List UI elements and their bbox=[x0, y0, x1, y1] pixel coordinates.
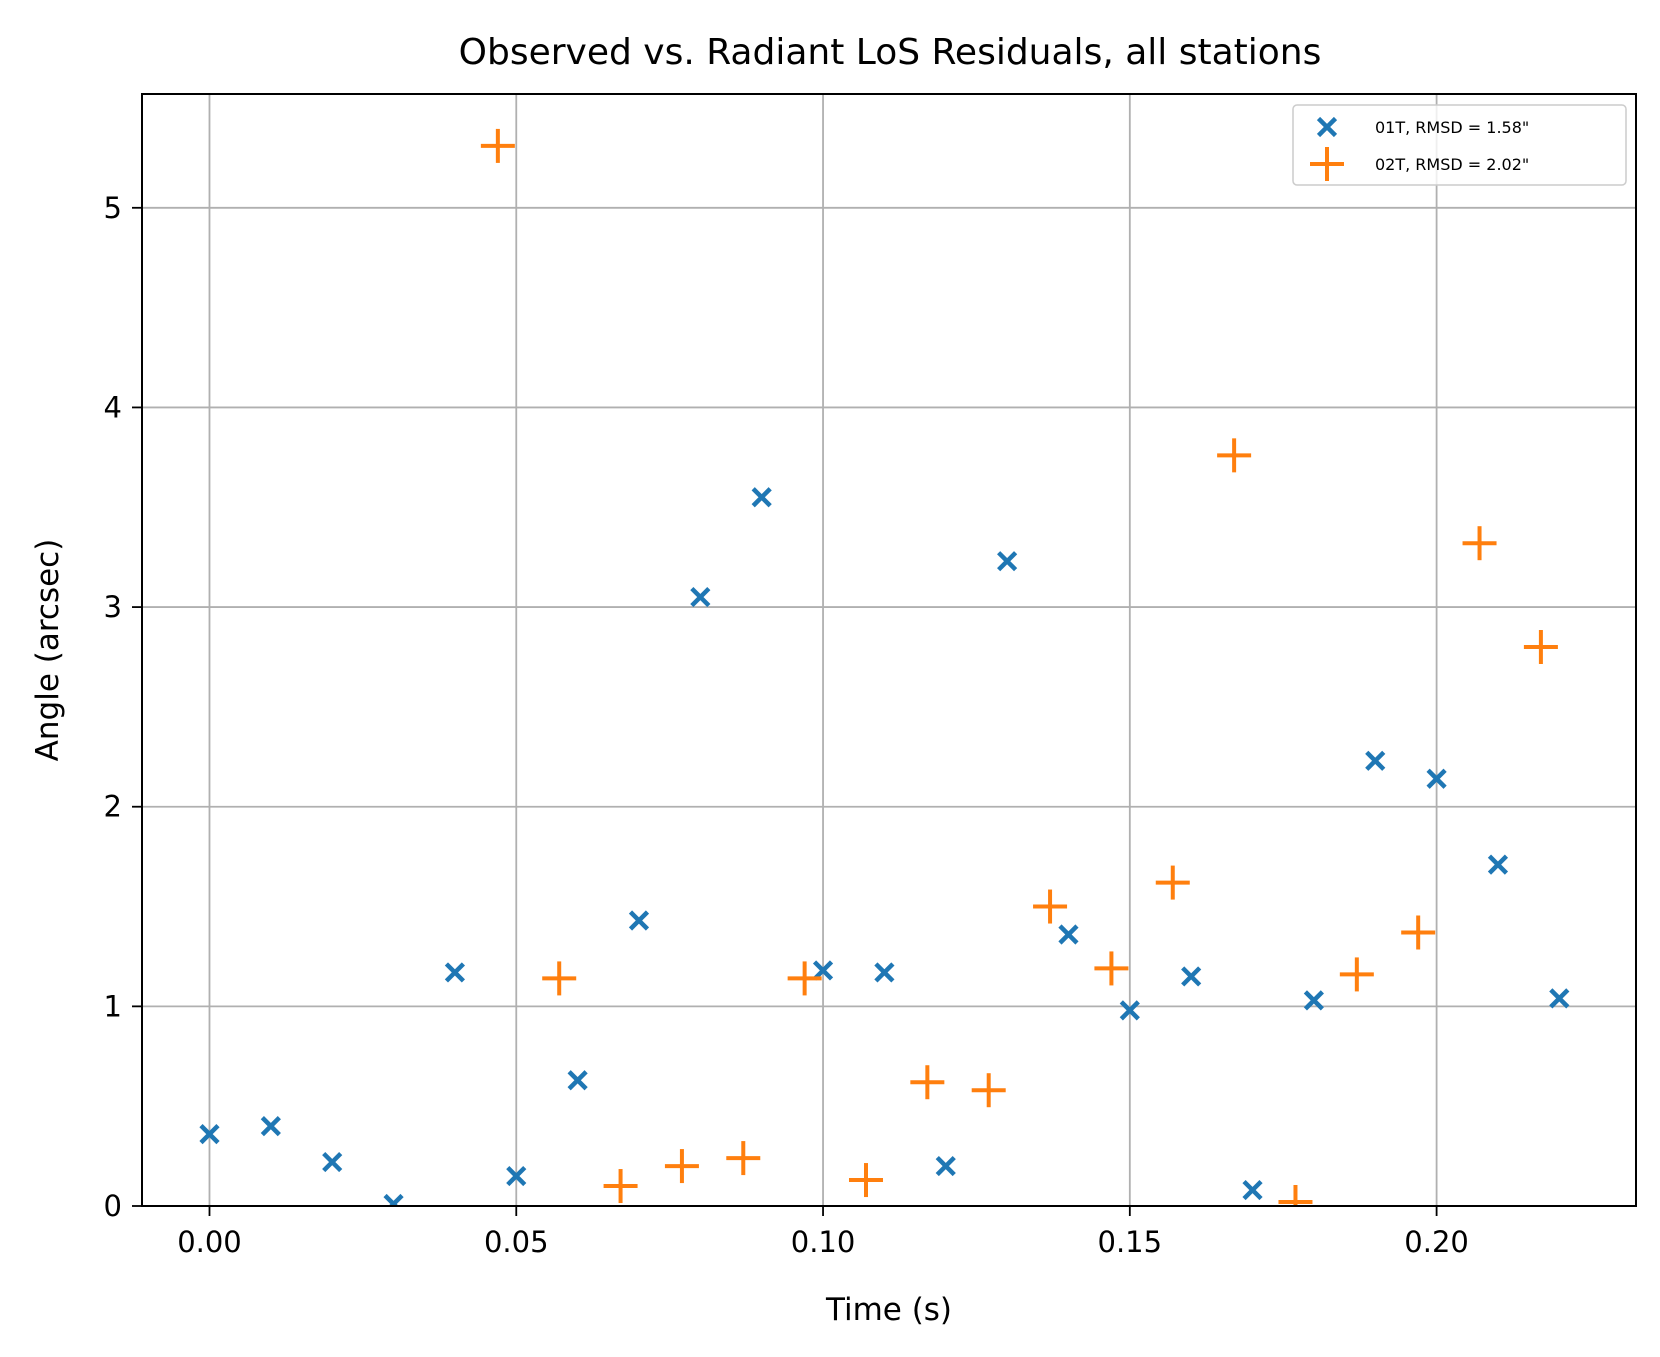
marker-stroke bbox=[812, 960, 834, 981]
data-points bbox=[199, 128, 1570, 1206]
data-point bbox=[812, 960, 834, 981]
data-point bbox=[1094, 951, 1129, 986]
data-point bbox=[199, 1124, 220, 1145]
data-point bbox=[1365, 750, 1386, 771]
x-axis-label: Time (s) bbox=[825, 1292, 952, 1328]
chart-title: Observed vs. Radiant LoS Residuals, all … bbox=[459, 32, 1322, 73]
y-tick-label: 3 bbox=[104, 590, 122, 624]
marker-stroke bbox=[567, 1070, 588, 1091]
data-point bbox=[1058, 924, 1079, 945]
data-point bbox=[1487, 854, 1509, 875]
x-tick-label: 0.10 bbox=[791, 1225, 856, 1259]
marker-stroke bbox=[874, 962, 895, 983]
series-1 bbox=[199, 487, 1570, 1206]
data-point bbox=[506, 1165, 527, 1187]
data-point bbox=[664, 1149, 699, 1184]
data-point bbox=[1278, 1185, 1313, 1206]
data-point bbox=[910, 1065, 945, 1100]
data-point bbox=[480, 128, 515, 163]
data-point bbox=[935, 1155, 956, 1177]
marker-stroke bbox=[1119, 1000, 1140, 1021]
data-point bbox=[322, 1151, 343, 1173]
data-point bbox=[1119, 1000, 1140, 1021]
plot-frame bbox=[141, 93, 1637, 1207]
x-tick-label: 0.00 bbox=[177, 1225, 242, 1259]
legend-marker bbox=[1310, 147, 1344, 181]
y-tick-label: 0 bbox=[104, 1189, 122, 1223]
y-tick-label: 5 bbox=[104, 191, 122, 225]
marker-stroke bbox=[1058, 924, 1079, 945]
data-point bbox=[1033, 889, 1068, 924]
x-tick-label: 0.15 bbox=[1098, 1225, 1163, 1259]
data-point bbox=[444, 962, 466, 983]
data-point bbox=[542, 961, 577, 996]
legend: 01T, RMSD = 1.58" 02T, RMSD = 2.02" bbox=[1292, 104, 1627, 186]
data-point bbox=[751, 487, 772, 508]
data-point bbox=[567, 1070, 588, 1091]
data-point bbox=[1181, 966, 1202, 987]
marker-stroke bbox=[388, 1193, 404, 1206]
y-tick-label: 2 bbox=[104, 790, 122, 824]
legend-marker bbox=[1316, 116, 1338, 138]
marker-stroke bbox=[690, 587, 711, 608]
data-point bbox=[874, 962, 895, 983]
legend-frame bbox=[1292, 104, 1627, 186]
data-point bbox=[603, 1169, 638, 1204]
marker-stroke bbox=[628, 910, 650, 931]
y-tick-label: 4 bbox=[104, 390, 122, 424]
marker-stroke bbox=[444, 962, 466, 983]
marker-stroke bbox=[1426, 768, 1447, 789]
data-point bbox=[787, 961, 822, 996]
y-tick-label: 1 bbox=[104, 989, 122, 1023]
legend-label: 01T, RMSD = 1.58" bbox=[1375, 118, 1529, 137]
data-point bbox=[690, 587, 711, 608]
data-point bbox=[1339, 957, 1374, 992]
data-point bbox=[1462, 526, 1497, 561]
axis-ticks: 0.00 0.05 0.10 0.15 0.20 0 1 2 3 4 5 bbox=[104, 191, 1469, 1259]
marker-stroke bbox=[1487, 854, 1509, 875]
x-tick-label: 0.05 bbox=[484, 1225, 549, 1259]
marker-stroke bbox=[1181, 966, 1202, 987]
data-point bbox=[997, 551, 1018, 572]
marker-stroke bbox=[1242, 1179, 1263, 1201]
data-point bbox=[1401, 915, 1436, 950]
marker-stroke bbox=[322, 1151, 343, 1173]
data-point bbox=[1523, 630, 1558, 665]
data-point bbox=[260, 1116, 281, 1137]
data-point bbox=[1242, 1179, 1263, 1201]
marker-stroke bbox=[1316, 116, 1338, 138]
marker-stroke bbox=[199, 1124, 220, 1145]
marker-stroke bbox=[751, 487, 772, 508]
marker-stroke bbox=[1365, 750, 1386, 771]
data-point bbox=[1549, 988, 1570, 1009]
data-point bbox=[1155, 865, 1190, 900]
series-2 bbox=[480, 128, 1558, 1206]
data-point bbox=[1217, 438, 1252, 473]
data-point bbox=[1426, 768, 1447, 789]
data-point bbox=[383, 1193, 404, 1206]
data-point bbox=[726, 1141, 761, 1176]
marker-stroke bbox=[997, 551, 1018, 572]
y-axis-label: Angle (arcsec) bbox=[30, 539, 66, 762]
data-point bbox=[1303, 990, 1324, 1011]
legend-label: 02T, RMSD = 2.02" bbox=[1375, 155, 1529, 174]
x-tick-label: 0.20 bbox=[1404, 1225, 1469, 1259]
marker-stroke bbox=[506, 1165, 527, 1187]
marker-stroke bbox=[1303, 990, 1324, 1011]
marker-stroke bbox=[935, 1155, 956, 1177]
data-point bbox=[971, 1073, 1006, 1108]
data-point bbox=[848, 1163, 883, 1198]
data-point bbox=[628, 910, 650, 931]
marker-stroke bbox=[260, 1116, 281, 1137]
marker-stroke bbox=[1549, 988, 1570, 1009]
